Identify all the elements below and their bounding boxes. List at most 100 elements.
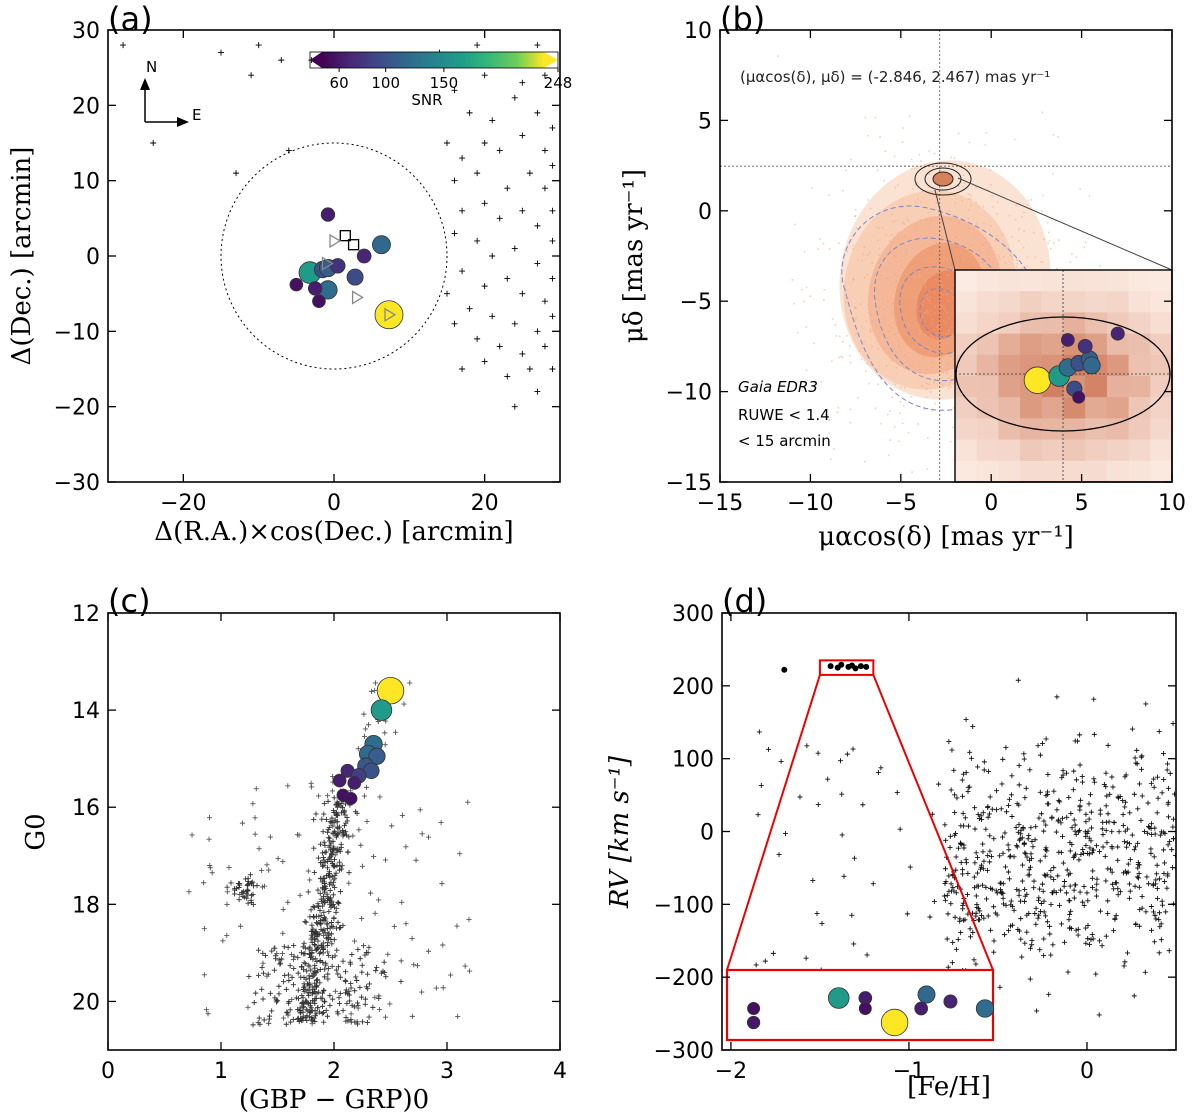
field-star	[283, 986, 289, 992]
field-star	[348, 1011, 354, 1017]
field-star	[1022, 940, 1028, 946]
field-star	[1051, 865, 1057, 871]
member-star	[863, 663, 870, 670]
field-star	[289, 996, 295, 1003]
field-star	[285, 1010, 291, 1016]
field-star	[991, 938, 997, 944]
field-star	[1027, 976, 1033, 982]
field-star	[284, 1009, 290, 1015]
field-star	[320, 932, 327, 939]
field-star	[967, 749, 973, 755]
field-star	[336, 925, 343, 931]
field-star	[383, 974, 389, 980]
field-star	[1144, 874, 1150, 880]
field-star	[1105, 911, 1111, 917]
field-star	[1157, 924, 1163, 930]
field-star	[1037, 886, 1043, 892]
field-star	[755, 812, 761, 818]
field-star	[1099, 826, 1105, 832]
field-star	[261, 1017, 267, 1023]
field-star	[991, 949, 997, 955]
field-star	[993, 807, 999, 813]
member-star	[852, 665, 859, 672]
field-star	[1008, 902, 1014, 908]
field-star	[399, 812, 406, 818]
field-star	[526, 170, 533, 177]
field-star	[1145, 800, 1151, 806]
field-star	[950, 884, 956, 890]
field-star	[250, 883, 257, 889]
field-star	[1019, 954, 1025, 960]
panel-a-ytick-label: −10	[54, 320, 100, 345]
field-star	[285, 972, 292, 978]
field-star	[253, 786, 259, 792]
field-star	[1006, 796, 1012, 802]
field-star	[1149, 831, 1155, 837]
field-star	[318, 995, 324, 1001]
field-star	[987, 848, 993, 854]
pm-annotation: (μαcos(δ), μδ) = (-2.846, 2.467) mas yr⁻…	[740, 68, 1050, 86]
field-star	[1135, 806, 1141, 812]
field-star	[323, 1007, 329, 1014]
field-star	[239, 820, 246, 826]
field-star	[440, 942, 446, 948]
field-star	[1072, 822, 1078, 828]
field-star	[946, 873, 952, 879]
triangle-marker	[329, 233, 342, 249]
field-star	[403, 844, 409, 850]
field-star	[366, 1014, 372, 1020]
field-star	[291, 965, 297, 972]
field-star	[931, 899, 937, 905]
field-star	[504, 185, 511, 192]
field-star	[347, 961, 354, 967]
panel-b-xtick-label: −15	[697, 491, 743, 516]
field-star	[1083, 940, 1089, 946]
field-star	[1133, 922, 1139, 928]
field-star	[1146, 824, 1152, 830]
field-star	[1151, 881, 1156, 887]
field-star	[541, 185, 548, 192]
field-star	[330, 892, 336, 898]
legend-line-1: Gaia EDR3	[738, 378, 818, 396]
field-star	[519, 132, 526, 139]
field-star	[1135, 862, 1141, 868]
triangle-marker	[321, 256, 334, 271]
field-star	[1151, 939, 1157, 945]
field-star	[549, 313, 556, 320]
north-arrow-icon	[140, 78, 150, 90]
field-star	[1067, 912, 1073, 918]
field-star	[307, 877, 313, 883]
field-star	[357, 984, 363, 991]
field-star	[336, 859, 343, 865]
field-star	[481, 200, 488, 207]
field-star	[398, 958, 404, 964]
field-star	[322, 883, 328, 889]
field-star	[1132, 755, 1138, 761]
field-star	[382, 1014, 389, 1020]
field-star	[259, 867, 265, 874]
field-star	[776, 852, 782, 858]
field-star	[1020, 826, 1026, 832]
field-star	[1156, 950, 1162, 956]
field-star	[349, 951, 355, 958]
field-star	[496, 147, 503, 154]
field-star	[398, 978, 404, 985]
inset-member-star	[880, 1008, 909, 1037]
field-star	[245, 887, 251, 893]
field-star	[237, 891, 243, 898]
field-star	[474, 237, 481, 244]
field-star	[314, 958, 320, 965]
field-star	[301, 940, 307, 946]
field-star	[1146, 825, 1152, 831]
field-star	[534, 42, 541, 49]
field-star	[1094, 843, 1100, 849]
field-star	[1135, 865, 1141, 871]
field-star	[534, 388, 541, 395]
field-star	[1089, 875, 1095, 881]
field-star	[965, 788, 971, 794]
field-star	[340, 922, 346, 929]
inset-member-star	[1023, 366, 1052, 394]
field-star	[315, 855, 321, 861]
field-star	[1057, 902, 1063, 908]
panel-a-xlabel: Δ(R.A.)×cos(Dec.) [arcmin]	[154, 517, 513, 547]
